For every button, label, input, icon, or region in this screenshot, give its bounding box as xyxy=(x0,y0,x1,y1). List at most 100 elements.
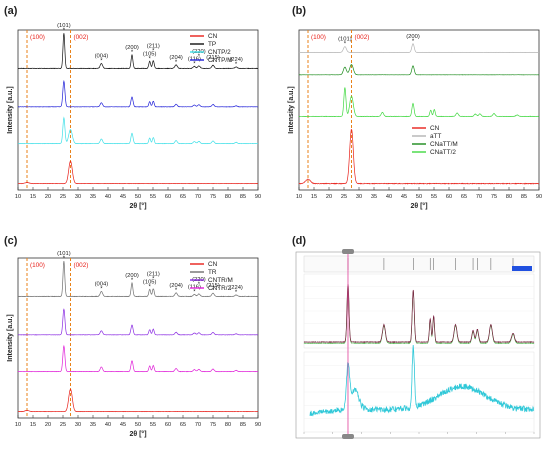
x-tick-label: 50 xyxy=(416,194,422,200)
fit-line xyxy=(303,285,535,345)
peak-marker: * xyxy=(149,284,152,290)
reference-line-label: (100) xyxy=(311,34,326,41)
peak-marker: * xyxy=(344,42,347,48)
phase-bar xyxy=(512,266,532,271)
legend-entry: aTT xyxy=(430,133,441,140)
x-tick-label: 40 xyxy=(386,194,392,200)
panel-label: (a) xyxy=(4,5,18,17)
legend-entry: CNaTT/M xyxy=(430,141,458,148)
x-tick-label: 80 xyxy=(225,194,231,200)
peak-marker: * xyxy=(212,60,215,66)
x-tick-label: 35 xyxy=(371,194,377,200)
peak-marker: * xyxy=(63,28,66,34)
x-tick-label: 85 xyxy=(240,194,246,200)
reference-line-label: (100) xyxy=(30,34,45,41)
hkl-label: (105) xyxy=(143,279,157,285)
legend-entry: CN xyxy=(208,33,218,40)
x-tick-label: 25 xyxy=(341,194,347,200)
peak-marker: * xyxy=(100,58,103,64)
x-tick-label: 30 xyxy=(356,194,362,200)
refined-pattern-line xyxy=(303,284,535,344)
peak-marker: * xyxy=(235,62,238,68)
hkl-label: (004) xyxy=(95,53,109,59)
hkl-label: (224) xyxy=(229,57,243,63)
x-axis-label: 2θ [°] xyxy=(129,430,146,438)
peak-marker: * xyxy=(412,39,415,45)
series-line-cntp-m xyxy=(17,79,259,108)
series-line-cn xyxy=(18,388,258,413)
x-tick-label: 10 xyxy=(296,194,302,200)
panel-d: (d) xyxy=(292,235,541,439)
hkl-label: (200) xyxy=(125,273,139,279)
hkl-label: (105) xyxy=(143,51,157,57)
hkl-label: (200) xyxy=(406,34,420,40)
peak-marker: * xyxy=(63,256,66,262)
x-tick-label: 60 xyxy=(165,422,171,428)
series-line-cnatt-m xyxy=(298,64,540,76)
x-tick-label: 65 xyxy=(461,194,467,200)
series-line-cn xyxy=(298,129,540,185)
x-tick-label: 50 xyxy=(135,194,141,200)
x-tick-label: 80 xyxy=(506,194,512,200)
x-tick-label: 45 xyxy=(120,422,126,428)
x-tick-label: 25 xyxy=(60,422,66,428)
legend-entry: TR xyxy=(208,269,217,276)
legend-entry: CNTR/M xyxy=(208,277,233,284)
x-tick-label: 60 xyxy=(446,194,452,200)
hkl-label: (101) xyxy=(57,23,71,29)
reference-line-label: (002) xyxy=(74,262,89,269)
series-line-cnatt-2 xyxy=(298,87,539,118)
peak-marker: * xyxy=(175,60,178,66)
x-tick-label: 70 xyxy=(195,194,201,200)
hkl-label: (116) xyxy=(188,56,201,62)
legend-entry: TP xyxy=(208,41,216,48)
x-tick-label: 55 xyxy=(431,194,437,200)
y-axis-label: Intensity [a.u.] xyxy=(288,86,295,133)
x-tick-label: 20 xyxy=(45,422,51,428)
legend-entry: CNTP/2 xyxy=(208,49,231,56)
hkl-label: (116) xyxy=(188,284,201,290)
reference-line-label: (100) xyxy=(30,262,45,269)
legend-entry: CN xyxy=(430,125,440,132)
x-axis-label: 2θ [°] xyxy=(410,202,427,210)
series-line-cntr-2 xyxy=(17,344,259,373)
x-tick-label: 40 xyxy=(105,194,111,200)
legend-entry: CNaTT/2 xyxy=(430,149,456,156)
peak-marker: * xyxy=(152,49,155,55)
x-tick-label: 85 xyxy=(521,194,527,200)
panel-label: (c) xyxy=(4,235,18,247)
plot-frame xyxy=(298,29,540,191)
peak-marker: * xyxy=(235,290,238,296)
peak-marker: * xyxy=(131,278,134,284)
series-line-cntp-2 xyxy=(17,116,259,145)
peak-marker: * xyxy=(131,50,134,56)
peak-marker: * xyxy=(149,56,152,62)
x-tick-label: 85 xyxy=(240,422,246,428)
x-tick-label: 35 xyxy=(90,422,96,428)
x-tick-label: 65 xyxy=(180,422,186,428)
peak-marker: * xyxy=(193,289,196,295)
series-line-cntr-m xyxy=(17,308,258,336)
legend-entry: CNTP/M xyxy=(208,57,233,64)
y-axis-label: Intensity [a.u.] xyxy=(7,86,14,133)
x-tick-label: 20 xyxy=(45,194,51,200)
peak-marker: * xyxy=(198,54,201,60)
x-tick-label: 30 xyxy=(75,194,81,200)
x-tick-label: 90 xyxy=(255,194,261,200)
series-line-cn xyxy=(17,160,259,185)
x-tick-label: 25 xyxy=(60,194,66,200)
legend-entry: CN xyxy=(208,261,218,268)
peak-marker: * xyxy=(193,61,196,67)
peak-marker: * xyxy=(198,282,201,288)
x-tick-label: 75 xyxy=(491,194,497,200)
hkl-label: (200) xyxy=(125,45,139,51)
x-tick-label: 70 xyxy=(195,422,201,428)
x-tick-label: 75 xyxy=(210,422,216,428)
x-tick-label: 75 xyxy=(210,194,216,200)
peak-marker: * xyxy=(212,288,215,294)
y-axis-label: Intensity [a.u.] xyxy=(7,314,14,361)
peak-marker: * xyxy=(152,277,155,283)
x-tick-label: 10 xyxy=(15,422,21,428)
series-line-tr xyxy=(17,261,259,298)
